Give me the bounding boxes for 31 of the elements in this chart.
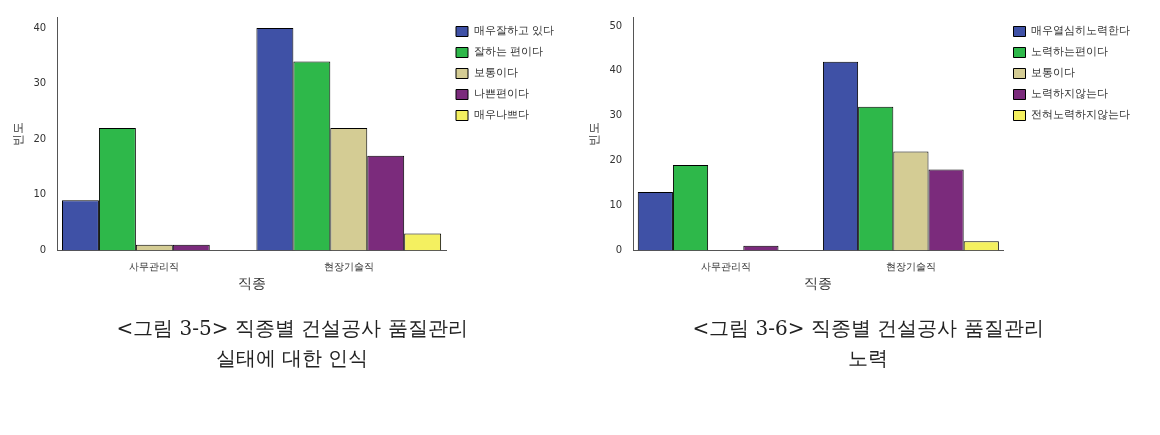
legend-label: 전혀노력하지않는다 bbox=[1031, 108, 1130, 122]
legend-label: 보통이다 bbox=[1031, 66, 1075, 80]
legend-label: 매우열심히노력한다 bbox=[1031, 24, 1130, 38]
y-tick-label: 30 bbox=[33, 77, 47, 89]
y-tick-label: 40 bbox=[33, 21, 47, 33]
x-tick-label: 사무관리직 bbox=[129, 260, 180, 272]
legend-label: 매우나쁘다 bbox=[473, 108, 529, 122]
legend-label: 나쁜편이다 bbox=[473, 87, 529, 101]
text: <그림 3-5> 직종별 건설공사 품질관리 실태에 대한 인식 bbox=[115, 315, 469, 372]
y-tick-label: 0 bbox=[615, 243, 623, 255]
y-tick-label: 0 bbox=[39, 243, 47, 255]
y-tick-label: 10 bbox=[33, 188, 47, 200]
x-tick-label: 사무관리직 bbox=[700, 260, 751, 272]
y-tick-label: 10 bbox=[609, 198, 623, 210]
legend-label: 보통이다 bbox=[473, 66, 518, 80]
text: <그림 3-6> 직종별 건설공사 품질관리 노력 bbox=[691, 315, 1045, 372]
legend-label: 노력하지않는다 bbox=[1031, 87, 1108, 101]
legend-label: 잘하는 편이다 bbox=[473, 45, 543, 59]
legend-label: 노력하는편이다 bbox=[1031, 45, 1108, 59]
y-tick-label: 20 bbox=[33, 132, 47, 144]
x-axis-title: 직종 bbox=[804, 275, 833, 292]
y-axis-title: 빈도 bbox=[11, 121, 26, 146]
y-tick-label: 30 bbox=[609, 109, 623, 121]
y-axis-title: 빈도 bbox=[587, 121, 602, 146]
x-tick-label: 현장기술직 bbox=[885, 260, 936, 272]
legend-label: 매우잘하고 있다 bbox=[473, 24, 554, 38]
y-tick-label: 50 bbox=[609, 19, 623, 31]
y-tick-label: 20 bbox=[609, 154, 623, 166]
y-tick-label: 40 bbox=[609, 64, 623, 76]
x-tick-label: 현장기술직 bbox=[323, 260, 374, 272]
x-axis-title: 직종 bbox=[237, 275, 266, 292]
